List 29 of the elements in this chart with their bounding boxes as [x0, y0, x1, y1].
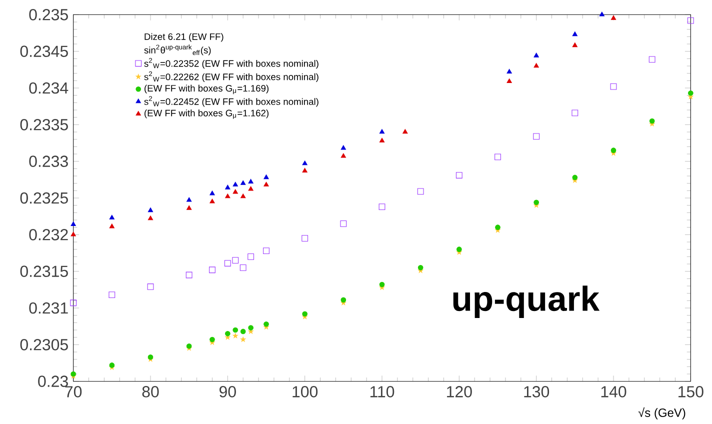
- y-tick-label: 0.2325: [20, 192, 68, 204]
- y-tick-label: 0.234: [29, 82, 68, 94]
- x-tick-label: 70: [65, 386, 82, 398]
- y-tick-label: 0.232: [29, 229, 68, 240]
- x-tick-label: 130: [524, 386, 550, 398]
- x-axis-title: √s (GeV): [638, 407, 686, 420]
- annotation: up-quark: [453, 286, 600, 318]
- x-tick-label: 90: [220, 386, 236, 398]
- y-tick-label: 0.231: [29, 302, 68, 314]
- y-tick-label: 0.2305: [20, 339, 68, 350]
- x-tick-label: 80: [142, 386, 159, 398]
- legend-label: s$^{2}$$_{W}$=0.22262 (EW FF with boxes nominal): [144, 71, 318, 82]
- legend-label: (EW FF with boxes G$_{μ}$=1.162): [144, 110, 268, 119]
- x-tick-label: 150: [678, 386, 704, 398]
- legend-title: Dizet 6.21 (EW FF): [144, 33, 224, 42]
- x-tick-label: 110: [370, 386, 394, 398]
- legend-label: s$^{2}$$_{W}$=0.22452 (EW FF with boxes nominal): [144, 96, 318, 107]
- y-tick-label: 0.2345: [20, 46, 68, 57]
- x-tick-label: 120: [447, 386, 472, 398]
- x-tick-label: 100: [292, 386, 318, 398]
- y-tick-label: 0.2315: [20, 266, 68, 277]
- legend-label: (EW FF with boxes G$_{μ}$=1.169): [144, 84, 268, 94]
- y-tick-label: 0.2335: [20, 119, 68, 130]
- y-tick-label: 0.235: [29, 9, 68, 20]
- legend-label: s$^{2}$$_{W}$=0.22352 (EW FF with boxes nominal): [144, 58, 318, 69]
- x-tick-label: 140: [601, 386, 626, 398]
- y-tick-label: 0.233: [29, 156, 68, 167]
- y-tick-label: 0.23: [38, 376, 68, 387]
- annotation: sin$^{2}$θ$^{up-quark}$$_{eff}$(s): [144, 44, 211, 56]
